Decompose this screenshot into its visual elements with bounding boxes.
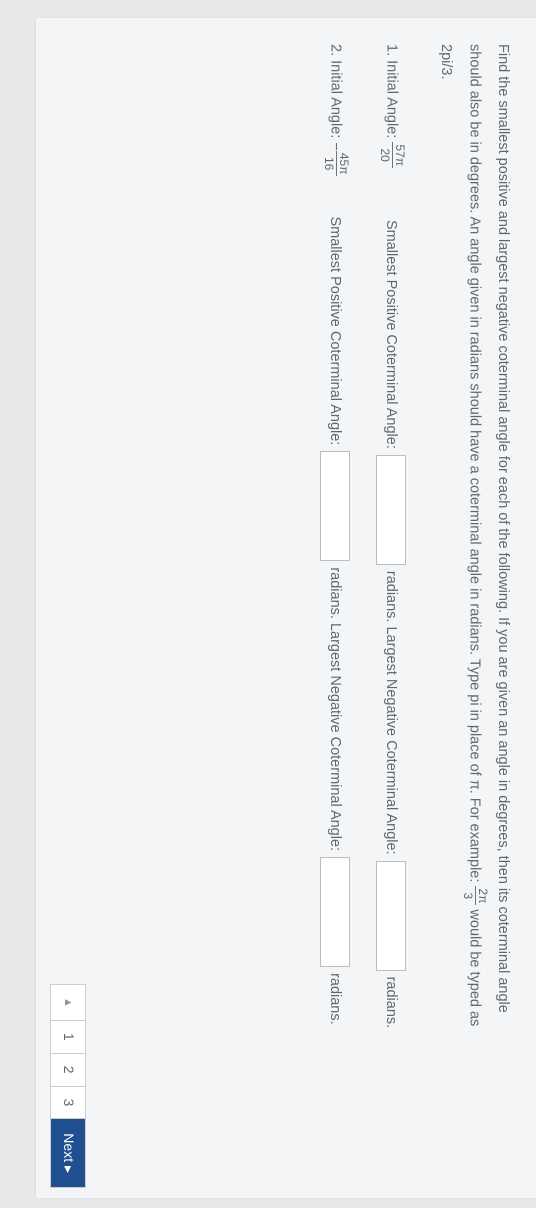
q1-smallest-positive-input[interactable]	[376, 455, 406, 565]
pager-page-3[interactable]: 3	[51, 1087, 85, 1120]
pager-page-1[interactable]: 1	[51, 1021, 85, 1054]
instructions-line-1: Find the smallest positive and largest n…	[492, 44, 514, 1172]
q1-frac-den: 20	[379, 142, 392, 168]
example-frac-num: 2π	[475, 886, 489, 905]
q2-smallest-label: Smallest Positive Coterminal Angle:	[324, 216, 346, 445]
q1-label: 1. Initial Angle: 57π20	[378, 44, 405, 168]
example-fraction: 2π3	[462, 886, 489, 905]
q2-label: 2. Initial Angle: −45π16	[322, 44, 349, 176]
q1-end-text: radians.	[380, 977, 402, 1029]
q2-largest-negative-input[interactable]	[320, 857, 350, 967]
worksheet-sheet: Find the smallest positive and largest n…	[36, 18, 536, 1198]
q2-smallest-positive-input[interactable]	[320, 451, 350, 561]
q2-label-pre: 2. Initial Angle:	[327, 44, 343, 142]
q1-mid-text: radians. Largest Negative Coterminal Ang…	[380, 571, 402, 855]
q2-end-text: radians.	[324, 973, 346, 1025]
q2-frac-num: 45π	[336, 151, 350, 177]
pager-page-2[interactable]: 2	[51, 1054, 85, 1087]
q1-frac-num: 57π	[392, 142, 406, 168]
q2-mid-text: radians. Largest Negative Coterminal Ang…	[324, 567, 346, 851]
q1-label-pre: 1. Initial Angle:	[383, 44, 399, 142]
q2-initial-fraction: 45π16	[323, 151, 350, 177]
q1-initial-fraction: 57π20	[379, 142, 406, 168]
question-2-row: 2. Initial Angle: −45π16 Smallest Positi…	[320, 44, 350, 1172]
pi-symbol: π	[466, 780, 482, 790]
question-1-row: 1. Initial Angle: 57π20 Smallest Positiv…	[376, 44, 406, 1172]
instr-2-mid: . For example:	[466, 790, 482, 887]
q1-smallest-label: Smallest Positive Coterminal Angle:	[380, 220, 402, 449]
q1-largest-negative-input[interactable]	[376, 861, 406, 971]
pager-next-button[interactable]: Next ▸	[51, 1119, 85, 1187]
instr-2-pre: should also be in degrees. An angle give…	[466, 44, 482, 780]
q2-frac-den: 16	[323, 151, 336, 177]
pager-prev-button[interactable]: ▲	[51, 985, 85, 1021]
instructions-line-2: should also be in degrees. An angle give…	[461, 44, 488, 1172]
instr-2-post: would be typed as	[466, 905, 482, 1026]
example-typed: 2pi/3.	[434, 44, 456, 1172]
pager: ▲ 1 2 3 Next ▸	[50, 984, 86, 1188]
q2-neg: −	[327, 142, 343, 150]
example-frac-den: 3	[462, 886, 475, 905]
